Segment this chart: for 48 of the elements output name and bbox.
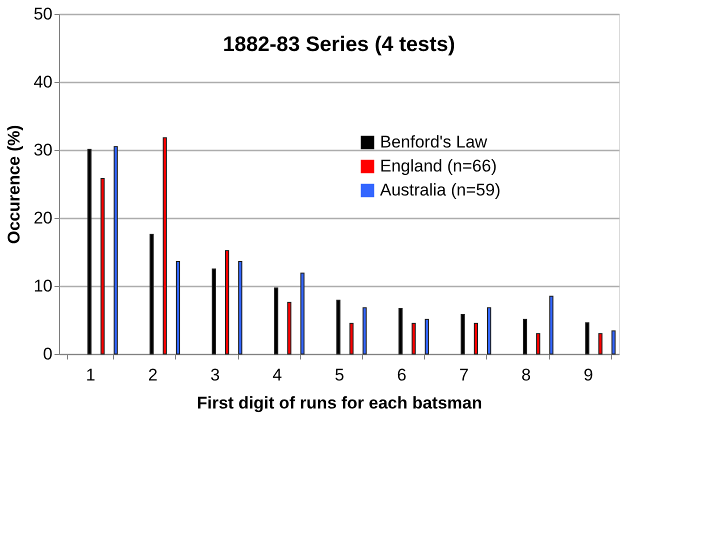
x-tick-label: 8: [521, 366, 531, 384]
x-tick-label: 3: [210, 366, 220, 384]
bar: [287, 302, 292, 354]
bar: [474, 322, 478, 354]
bar: [114, 146, 118, 354]
bar: [349, 322, 354, 354]
y-tick-label: 10: [34, 276, 52, 296]
x-axis-title: First digit of runs for each batsman: [196, 394, 482, 412]
bar: [549, 296, 554, 354]
y-tick-label: 20: [34, 208, 52, 228]
bar: [100, 178, 105, 354]
y-tick-label: 50: [34, 4, 52, 24]
bar: [598, 333, 602, 354]
bar: [424, 318, 429, 354]
y-tick-label: 30: [34, 140, 52, 160]
bar: [87, 148, 92, 354]
y-axis-title: Occurence (%): [4, 124, 24, 244]
x-tick-label: 1: [86, 366, 96, 384]
bar: [487, 307, 492, 354]
bar: [150, 234, 154, 354]
bar: [585, 322, 590, 354]
x-tick-label: 7: [459, 366, 469, 384]
bar: [238, 261, 242, 354]
bar: [274, 288, 278, 354]
bar: [536, 333, 540, 354]
y-tick-label: 0: [43, 344, 52, 364]
bar: [412, 322, 416, 354]
bar: [162, 137, 167, 354]
x-tick-label: 4: [272, 366, 282, 384]
bar: [336, 300, 340, 354]
bar: [212, 268, 216, 354]
bar: [362, 307, 367, 354]
bar: [224, 250, 230, 354]
x-tick-label: 5: [334, 366, 344, 384]
legend-label: Australia (n=59): [380, 180, 500, 200]
bar: [176, 261, 180, 354]
bar: [522, 318, 528, 354]
text: 1882-83 Series (4 tests): [222, 33, 456, 56]
legend-label: England (n=66): [380, 156, 497, 176]
bar: [300, 272, 305, 354]
bar: [398, 308, 403, 354]
y-tick-label: 40: [34, 72, 52, 92]
x-tick-label: 2: [148, 366, 158, 384]
legend-label: Benford's Law: [380, 132, 488, 152]
x-tick-label: 6: [396, 366, 406, 384]
bar: [611, 330, 616, 354]
bar: [460, 314, 465, 354]
x-tick-label: 9: [584, 366, 594, 384]
